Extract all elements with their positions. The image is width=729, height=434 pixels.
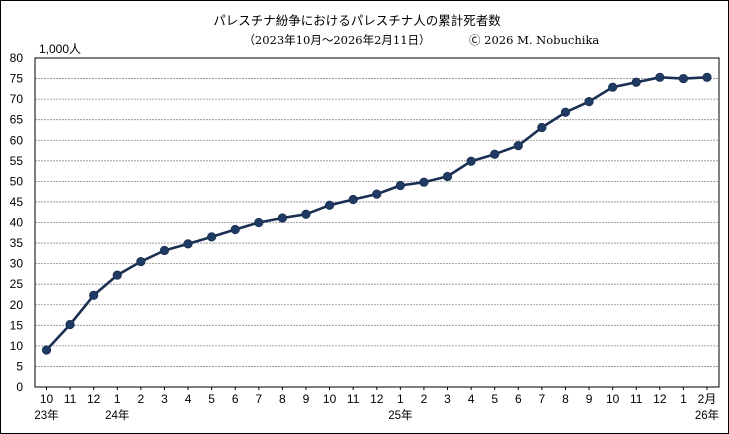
data-point bbox=[41, 345, 52, 355]
data-point bbox=[372, 189, 382, 199]
year-label: 25年 bbox=[388, 408, 412, 422]
x-tick-label: 4 bbox=[185, 392, 192, 406]
gridlines bbox=[35, 57, 719, 367]
y-tick-label: 50 bbox=[10, 174, 24, 188]
x-tick-label: 12 bbox=[653, 392, 667, 406]
data-point bbox=[442, 171, 453, 182]
year-label: 23年 bbox=[34, 408, 58, 422]
y-tick-label: 10 bbox=[10, 339, 24, 353]
x-tick-label: 12 bbox=[87, 392, 101, 406]
data-point bbox=[419, 177, 429, 187]
data-point bbox=[136, 256, 146, 267]
x-tick-label: 11 bbox=[347, 392, 360, 406]
x-tick-label: 10 bbox=[40, 392, 54, 406]
data-point bbox=[254, 217, 264, 228]
data-point bbox=[702, 72, 712, 82]
y-tick-label: 65 bbox=[10, 113, 24, 127]
data-point bbox=[277, 213, 287, 223]
x-tick-label: 11 bbox=[630, 392, 643, 406]
y-tick-label: 35 bbox=[10, 236, 24, 250]
x-tick-label: 4 bbox=[468, 392, 475, 406]
data-point bbox=[655, 72, 665, 82]
year-label: 26年 bbox=[695, 408, 719, 422]
data-point bbox=[301, 209, 311, 219]
x-tick-label: 7 bbox=[539, 392, 546, 406]
x-tick-label: 9 bbox=[586, 392, 593, 406]
data-point bbox=[230, 224, 240, 235]
x-tick-label: 1 bbox=[397, 392, 404, 406]
data-point bbox=[348, 194, 358, 205]
y-tick-label: 30 bbox=[10, 257, 24, 271]
x-tick-label: 1 bbox=[680, 392, 687, 406]
axes bbox=[34, 57, 720, 390]
y-tick-label: 20 bbox=[10, 298, 24, 312]
data-point bbox=[207, 232, 217, 242]
x-tick-label: 10 bbox=[323, 392, 337, 406]
y-tick-label: 55 bbox=[10, 154, 24, 168]
y-tick-label: 5 bbox=[16, 359, 23, 373]
x-tick-label: 3 bbox=[161, 392, 168, 406]
y-axis-ticks: 0 5 10 15 20 25 30 35 40 45 50 55 60 65 70 75 80 bbox=[10, 51, 24, 394]
x-tick-label: 1 bbox=[114, 392, 121, 406]
x-tick-label: 2 bbox=[421, 392, 428, 406]
x-tick-label: 5 bbox=[491, 392, 498, 406]
data-point bbox=[584, 96, 594, 107]
data-point bbox=[324, 200, 335, 210]
data-point bbox=[678, 73, 689, 84]
year-labels: 23年 24年 25年 26年 bbox=[34, 408, 719, 422]
x-axis-ticks: 10 11 12 1 2 3 4 5 6 7 8 9 10 11 12 1 2 3 4 5 6 7 8 9 10 11 12 1 2月 bbox=[40, 392, 717, 406]
x-tick-label: 6 bbox=[515, 392, 522, 406]
y-tick-label: 70 bbox=[10, 92, 24, 106]
x-tick-label: 8 bbox=[279, 392, 286, 406]
x-tick-label: 6 bbox=[232, 392, 239, 406]
y-tick-label: 45 bbox=[10, 195, 24, 209]
data-point bbox=[608, 82, 618, 92]
data-point bbox=[65, 319, 75, 330]
data-series bbox=[41, 72, 712, 355]
data-point bbox=[466, 156, 476, 166]
x-tick-label: 5 bbox=[208, 392, 215, 406]
y-tick-label: 75 bbox=[10, 72, 24, 86]
y-tick-label: 15 bbox=[10, 318, 24, 332]
x-tick-label: 8 bbox=[562, 392, 569, 406]
data-point bbox=[183, 239, 193, 249]
data-point bbox=[112, 270, 122, 280]
data-point bbox=[395, 180, 405, 191]
y-tick-label: 25 bbox=[10, 277, 24, 291]
chart-subtitle: （2023年10月～2026年2月11日） bbox=[243, 33, 430, 47]
x-tick-label: 12 bbox=[370, 392, 384, 406]
data-point bbox=[513, 140, 523, 151]
x-tick-label: 2 bbox=[138, 392, 145, 406]
series-line bbox=[45, 76, 709, 352]
data-point bbox=[537, 122, 547, 133]
y-axis-unit-label: 1,000人 bbox=[39, 42, 81, 56]
x-tick-label: 3 bbox=[444, 392, 451, 406]
x-tick-label: 2月 bbox=[698, 392, 717, 406]
x-tick-label: 9 bbox=[303, 392, 310, 406]
copyright-text: Ⓒ 2026 M. Nobuchika bbox=[469, 33, 599, 47]
data-point bbox=[631, 77, 641, 87]
data-point bbox=[560, 107, 571, 117]
y-tick-label: 80 bbox=[10, 51, 24, 65]
x-tick-label: 11 bbox=[64, 392, 77, 406]
y-tick-label: 60 bbox=[10, 133, 24, 147]
y-tick-label: 40 bbox=[10, 216, 24, 230]
data-point bbox=[159, 245, 170, 256]
x-tick-label: 10 bbox=[606, 392, 620, 406]
chart-title: パレスチナ紛争におけるパレスチナ人の累計死者数 bbox=[213, 13, 501, 28]
x-tick-label: 7 bbox=[255, 392, 262, 406]
y-tick-label: 0 bbox=[16, 380, 23, 394]
year-label: 24年 bbox=[105, 408, 129, 422]
data-point bbox=[490, 149, 500, 159]
data-point bbox=[89, 290, 99, 300]
